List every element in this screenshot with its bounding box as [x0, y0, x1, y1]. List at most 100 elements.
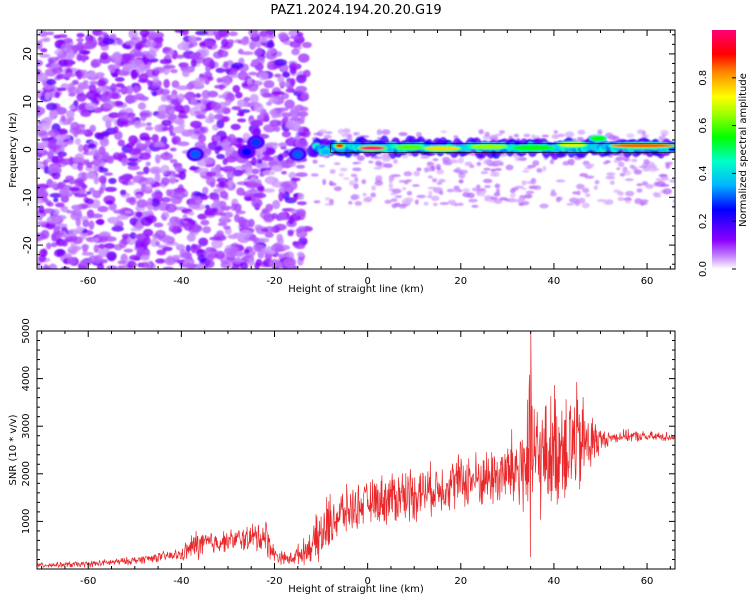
heatmap-cell	[439, 202, 450, 205]
heatmap-cell	[303, 69, 311, 78]
y-tick-label: -20	[21, 236, 34, 254]
heatmap-cell	[217, 222, 228, 227]
spectrogram-panel: -60 -40 -20 0 20 40 60 -20 -10 0 10 20 Height of st…	[8, 29, 676, 295]
heatmap-cell	[394, 202, 401, 207]
heatmap-cell	[483, 167, 491, 171]
colorbar-tick-label: 0.4	[698, 165, 709, 181]
heatmap-cell	[271, 91, 285, 96]
heatmap-cell	[116, 214, 129, 220]
heatmap-cell	[213, 211, 223, 216]
heatmap-cell	[158, 110, 165, 116]
heatmap-cell	[616, 167, 621, 170]
heatmap-cell	[525, 190, 535, 195]
heatmap-cell	[641, 181, 649, 186]
heatmap-cell	[440, 130, 447, 134]
heatmap-cell	[553, 130, 558, 134]
heatmap-cell	[99, 31, 108, 36]
heatmap-cell	[37, 221, 49, 226]
heatmap-cell	[37, 72, 48, 83]
heatmap-cell	[111, 225, 124, 232]
heatmap-cell	[236, 99, 246, 108]
heatmap-cell	[636, 183, 643, 187]
y-tick-label: 5000	[21, 318, 32, 343]
heatmap-cell	[90, 213, 103, 219]
heatmap-cell	[204, 250, 215, 259]
heatmap-cell	[53, 197, 59, 203]
heatmap-cell	[521, 180, 527, 186]
heatmap-cell	[374, 180, 384, 186]
heatmap-cell	[67, 86, 80, 94]
heatmap-cell	[112, 152, 122, 161]
x-tick-label: 0	[364, 576, 370, 587]
heatmap-cell	[56, 249, 65, 257]
track-core	[424, 146, 460, 151]
heatmap-cell	[282, 112, 292, 118]
heatmap-cell	[478, 129, 484, 135]
heatmap-cell	[584, 163, 594, 169]
x-tick-label: -60	[80, 276, 96, 287]
heatmap-cell	[457, 189, 463, 193]
heatmap-cell	[82, 80, 89, 85]
track-core	[610, 143, 675, 148]
heatmap-cell	[197, 167, 209, 172]
heatmap-cell	[432, 158, 439, 162]
heatmap-cell	[582, 187, 590, 194]
heatmap-cell	[147, 80, 153, 87]
heatmap-cell	[431, 178, 438, 183]
heatmap-cell	[221, 38, 229, 48]
heatmap-cell	[213, 135, 221, 141]
heatmap-cell	[104, 90, 111, 96]
heatmap-cell	[208, 112, 214, 122]
heatmap-cell	[226, 39, 235, 45]
heatmap-cell	[483, 158, 493, 165]
heatmap-cell	[177, 93, 185, 103]
heatmap-cell	[44, 116, 55, 121]
heatmap-cell	[271, 213, 278, 219]
heatmap-cell	[511, 187, 519, 191]
heatmap-cell	[296, 32, 304, 37]
heatmap-cell	[276, 233, 284, 242]
heatmap-cell	[194, 77, 205, 87]
heatmap-cell	[476, 161, 482, 167]
heatmap-cell	[300, 91, 310, 101]
heatmap-cell	[145, 126, 154, 131]
track-core	[592, 136, 605, 141]
heatmap-cell	[597, 129, 603, 135]
heatmap-cell	[47, 150, 54, 159]
heatmap-cell	[81, 204, 89, 209]
heatmap-cell	[660, 183, 670, 187]
heatmap-cell	[237, 71, 249, 81]
heatmap-cell	[60, 266, 71, 269]
heatmap-cell	[81, 244, 90, 250]
colorbar-label: Normalized spectral amplitude	[738, 73, 749, 227]
heatmap-cell	[100, 52, 109, 61]
heatmap-cell	[645, 184, 654, 189]
x-tick-label: 0	[364, 276, 370, 287]
heatmap-cell	[236, 137, 243, 143]
heatmap-cell	[370, 192, 377, 198]
heatmap-cell	[195, 30, 209, 36]
heatmap-cell	[350, 173, 358, 178]
heatmap-cell	[394, 195, 403, 199]
heatmap-cell	[88, 71, 97, 78]
heatmap-cell	[197, 134, 207, 143]
heatmap-cell	[103, 100, 116, 109]
heatmap-cell	[523, 133, 531, 138]
heatmap-cell	[227, 179, 234, 189]
heatmap-cell	[258, 30, 268, 37]
heatmap-cell	[179, 249, 187, 257]
heatmap-cell	[264, 232, 274, 238]
x-tick-label: -40	[173, 576, 189, 587]
heatmap-cell	[261, 156, 274, 162]
heatmap-cell	[163, 64, 176, 70]
snr-ylabel: SNR (10 * v/v)	[8, 414, 19, 485]
heatmap-cell	[68, 187, 81, 192]
heatmap-cell	[162, 246, 173, 252]
heatmap-cell	[197, 213, 208, 220]
heatmap-cell	[339, 167, 348, 172]
snr-panel: -60 -40 -20 0 20 40 60 1000 2000 3000 4000 5000 Hei…	[8, 318, 676, 595]
heatmap-cell	[288, 136, 295, 147]
heatmap-cell	[175, 54, 185, 59]
heatmap-cell	[239, 261, 249, 269]
heatmap-cell	[579, 173, 588, 177]
